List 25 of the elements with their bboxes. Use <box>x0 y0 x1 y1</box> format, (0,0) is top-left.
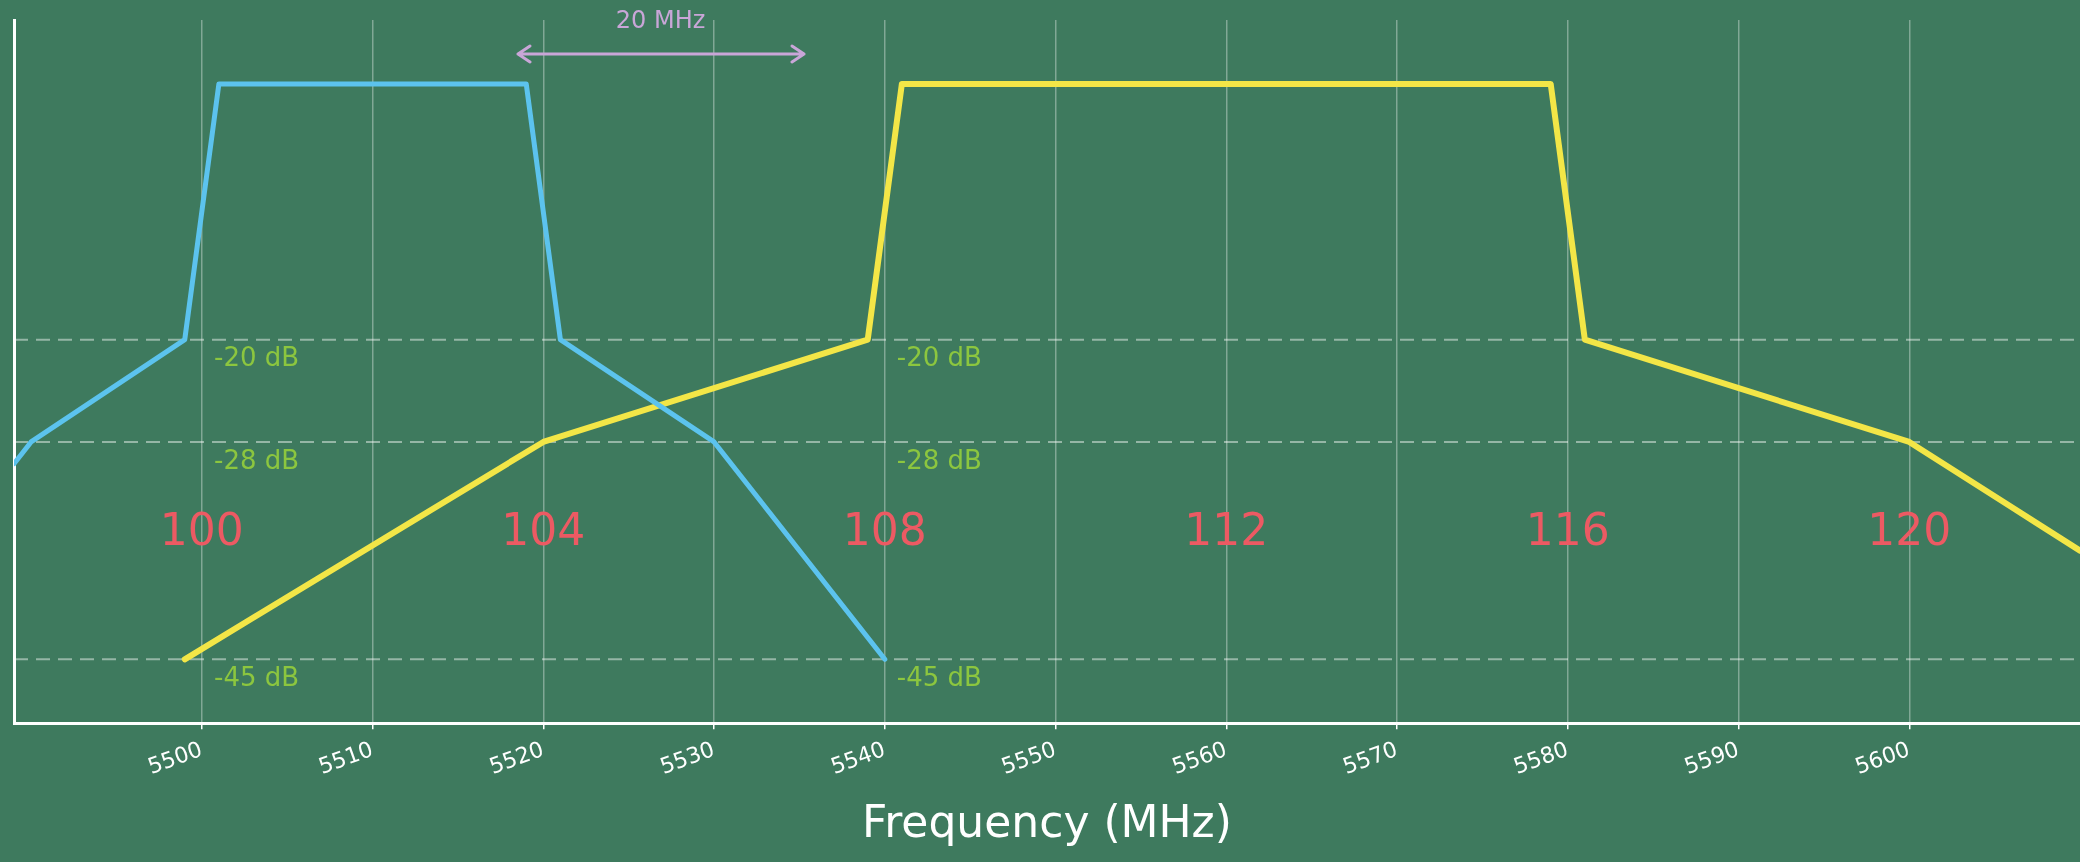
annotation: -45 dB <box>896 662 982 693</box>
x-tick-label: 5550 <box>998 736 1060 779</box>
annotation: 120 <box>1867 503 1952 555</box>
annotation: -20 dB <box>896 342 982 373</box>
ref-line-label: -28 dB <box>214 444 300 475</box>
x-tick-label: 5540 <box>827 736 889 779</box>
x-tick-label: 5500 <box>144 736 206 779</box>
annotation: 104 <box>501 503 586 555</box>
annotation: 100 <box>159 503 244 555</box>
annotation: 108 <box>842 503 927 555</box>
x-tick-label: 5530 <box>656 736 718 779</box>
x-tick-label: 5600 <box>1851 736 1913 779</box>
annotation: 112 <box>1184 503 1269 555</box>
annotation: -28 dB <box>896 444 982 475</box>
x-tick-label: 5580 <box>1510 736 1572 779</box>
x-tick-label: 5510 <box>315 736 377 779</box>
annotation: 116 <box>1525 503 1610 555</box>
ref-line-label: -45 dB <box>214 662 300 693</box>
x-tick-label: 5570 <box>1339 736 1401 779</box>
x-axis-title: Frequency (MHz) <box>862 796 1232 848</box>
x-tick-label: 5590 <box>1681 736 1743 779</box>
x-tick-label: 5520 <box>485 736 547 779</box>
ref-line-label: -20 dB <box>214 342 300 373</box>
annotation: 20 MHz <box>615 6 706 35</box>
x-tick-label: 5560 <box>1168 736 1230 779</box>
